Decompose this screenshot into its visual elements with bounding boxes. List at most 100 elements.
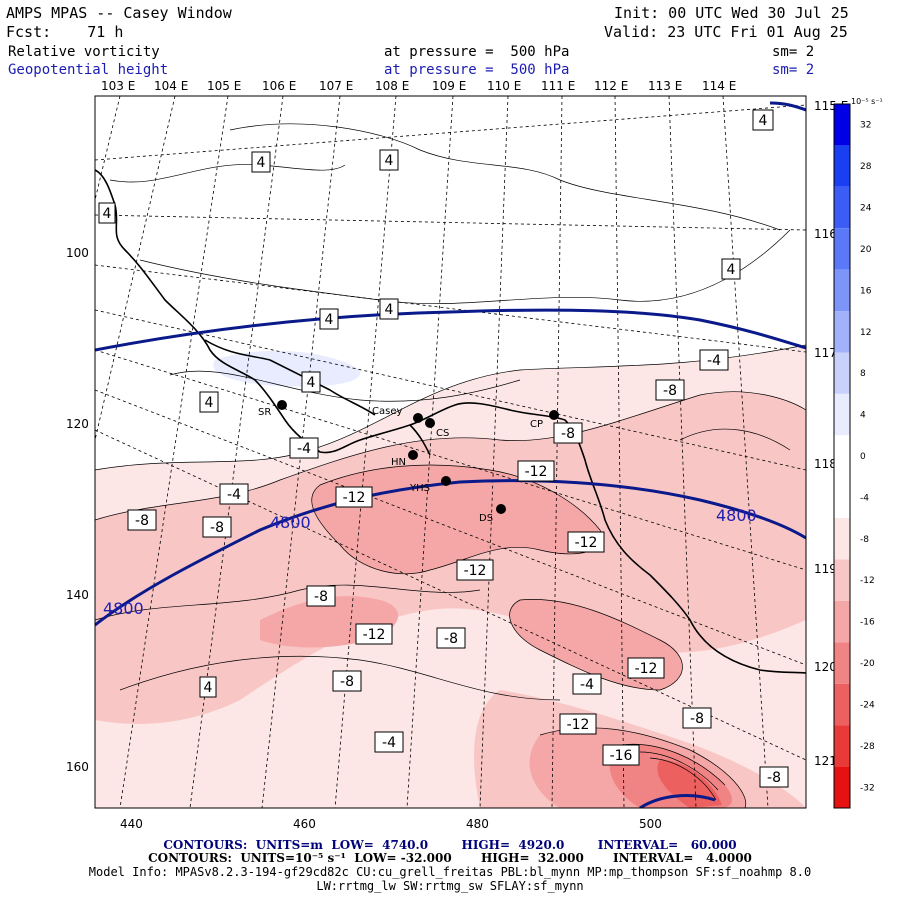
svg-text:-12: -12 <box>343 490 366 506</box>
height-label: 4800 <box>103 599 144 618</box>
geopotential-height-contours <box>95 101 806 808</box>
colorbar-swatch <box>834 393 850 436</box>
contour-label: 4 <box>319 308 339 330</box>
contour-label: 4 <box>379 298 399 320</box>
colorbar-swatch <box>834 559 850 601</box>
svg-text:-8: -8 <box>561 426 575 442</box>
x-tick: 480 <box>466 817 489 831</box>
svg-text:-4: -4 <box>382 735 396 751</box>
contour-label: 4 <box>752 109 774 131</box>
colorbar-tick: 4 <box>860 411 866 421</box>
x-tick: 440 <box>120 817 143 831</box>
svg-text:4: 4 <box>385 302 394 318</box>
svg-text:4: 4 <box>257 155 266 171</box>
height-label: 4800 <box>270 513 311 532</box>
coastline <box>95 169 806 674</box>
colorbar-tick: -28 <box>860 742 875 752</box>
svg-text:CP: CP <box>530 419 543 430</box>
svg-text:-4: -4 <box>297 441 311 457</box>
colorbar-swatch <box>834 600 850 643</box>
svg-text:-8: -8 <box>314 589 328 605</box>
svg-text:4: 4 <box>759 113 768 129</box>
colorbar-tick: -4 <box>860 493 869 503</box>
colorbar-tick: 8 <box>860 369 866 379</box>
lon-label: 107 E <box>319 79 354 93</box>
contour-label: 4 <box>721 258 741 280</box>
contour-label: -8 <box>127 509 157 531</box>
colorbar-tick: -12 <box>860 576 875 586</box>
contour-label: -12 <box>355 623 393 645</box>
x-tick: 460 <box>293 817 316 831</box>
contour-label: -12 <box>456 559 494 581</box>
svg-text:YHS: YHS <box>409 483 430 494</box>
svg-text:-12: -12 <box>567 717 590 733</box>
contour-label: -12 <box>335 486 373 508</box>
contour-label: -8 <box>202 516 232 538</box>
svg-text:-12: -12 <box>363 627 386 643</box>
contour-label: 4 <box>98 202 116 224</box>
vorticity-contour-labels: 4 4 4 4 4 4 4 4 4 4 -4 -4 -4 -4 -8 -8 -8… <box>98 109 789 788</box>
contour-label: -4 <box>699 349 729 371</box>
contour-label: -4 <box>289 437 319 459</box>
colorbar-tick: -24 <box>860 700 875 710</box>
colorbar-swatch <box>834 186 850 229</box>
contour-label: 4 <box>251 151 271 173</box>
colorbar-swatch <box>834 642 850 684</box>
svg-text:-12: -12 <box>575 535 598 551</box>
svg-text:4: 4 <box>385 153 394 169</box>
svg-text:4: 4 <box>325 312 334 328</box>
contour-label: -8 <box>332 670 362 692</box>
svg-text:-8: -8 <box>135 513 149 529</box>
lon-label: 103 E <box>101 79 136 93</box>
svg-text:-8: -8 <box>210 520 224 536</box>
contour-label: -8 <box>306 585 336 607</box>
svg-text:-8: -8 <box>767 770 781 786</box>
contour-label: 4 <box>199 391 219 413</box>
lon-label: 104 E <box>154 79 189 93</box>
lon-label: 109 E <box>432 79 467 93</box>
axis-ticks: 440 460 480 500 100 120 140 160 <box>66 246 662 831</box>
svg-text:-12: -12 <box>635 661 658 677</box>
svg-text:4: 4 <box>307 375 316 391</box>
forecast-hour: Fcst: 71 h <box>6 23 124 41</box>
y-tick: 100 <box>66 246 89 260</box>
colorbar-swatch <box>834 766 850 808</box>
contour-label: -12 <box>559 713 597 735</box>
colorbar-tick: -8 <box>860 535 869 545</box>
station-ds: DS <box>479 504 506 524</box>
station-cp: CP <box>530 410 559 430</box>
field1-smoothing: sm= 2 <box>772 44 815 60</box>
contour-label: 4 <box>379 149 399 171</box>
contour-label: -12 <box>567 531 605 553</box>
lon-label: 110 E <box>487 79 522 93</box>
contour-label: -8 <box>759 766 789 788</box>
colorbar: 32 28 24 20 16 12 8 4 0 -4 -8 -12 -16 -20 -24 -28 -32 <box>833 103 875 809</box>
colorbar-swatch <box>834 476 850 519</box>
lon-label: 114 E <box>702 79 737 93</box>
contour-label: -4 <box>219 483 249 505</box>
svg-text:4: 4 <box>204 680 213 696</box>
svg-text:-4: -4 <box>227 487 241 503</box>
y-tick: 160 <box>66 760 89 774</box>
colorbar-swatch <box>834 145 850 187</box>
colorbar-tick: 16 <box>860 286 872 296</box>
plot-frame <box>94 95 807 809</box>
lon-label: 112 E <box>594 79 629 93</box>
contour-label: -8 <box>655 379 685 401</box>
colorbar-tick: 20 <box>860 245 872 255</box>
field2-smoothing: sm= 2 <box>772 62 815 78</box>
contour-label: -12 <box>627 657 665 679</box>
colorbar-swatch <box>834 435 850 477</box>
x-tick: 500 <box>639 817 662 831</box>
colorbar-frame <box>833 103 851 809</box>
colorbar-swatch <box>834 352 850 394</box>
plot-title: AMPS MPAS -- Casey Window <box>6 4 232 22</box>
init-time: Init: 00 UTC Wed 30 Jul 25 <box>614 4 849 22</box>
station-casey: Casey <box>372 406 423 423</box>
lon-label: 113 E <box>648 79 683 93</box>
footer-model-info: Model Info: MPASv8.2.3-194-gf29cd82c CU:… <box>88 865 812 879</box>
colorbar-tick: -32 <box>860 783 875 793</box>
colorbar-swatch <box>834 683 850 726</box>
colorbar-swatch <box>834 518 850 560</box>
contour-label: 4 <box>199 676 217 698</box>
